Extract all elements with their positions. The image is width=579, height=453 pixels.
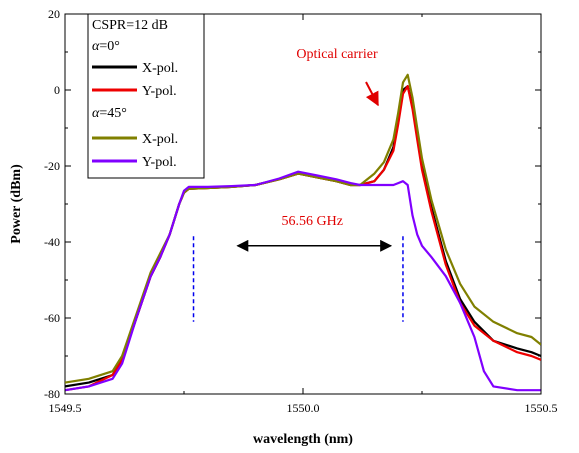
y-tick-label: 20 (48, 7, 60, 21)
x-tick-label: 1550.0 (287, 401, 320, 415)
legend-label-s2: X-pol. (142, 132, 178, 147)
y-axis-title: Power (dBm) (9, 164, 24, 244)
legend-group1-title: α=0° (92, 39, 120, 54)
carrier-arrow (366, 82, 378, 105)
y-tick-label: -60 (44, 311, 60, 325)
bandwidth-label: 56.56 GHz (282, 214, 343, 229)
legend-label-s3: Y-pol. (142, 155, 177, 170)
y-tick-label: -80 (44, 387, 60, 401)
y-tick-label: 0 (54, 83, 60, 97)
legend-label-s0: X-pol. (142, 61, 178, 76)
carrier-label: Optical carrier (296, 47, 378, 62)
y-tick-label: -40 (44, 235, 60, 249)
x-tick-label: 1550.5 (525, 401, 558, 415)
legend-group2-angle: =45° (99, 106, 127, 121)
legend: CSPR=12 dB α=0° X-pol. Y-pol. α=45° X-po… (88, 14, 204, 178)
x-axis-title: wavelength (nm) (253, 432, 353, 447)
series-line-3 (65, 172, 541, 391)
y-tick-label: -20 (44, 159, 60, 173)
legend-label-s1: Y-pol. (142, 84, 177, 99)
x-tick-label: 1549.5 (49, 401, 82, 415)
legend-group1-angle: =0° (99, 39, 120, 54)
legend-header: CSPR=12 dB (92, 18, 168, 33)
legend-group2-title: α=45° (92, 106, 127, 121)
